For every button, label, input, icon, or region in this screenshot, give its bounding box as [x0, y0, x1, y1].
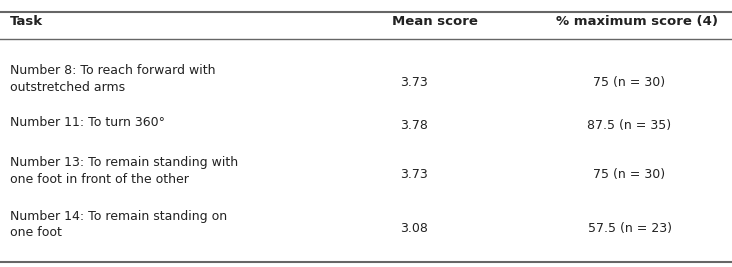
Text: % maximum score (4): % maximum score (4) [556, 15, 718, 28]
Text: Task: Task [10, 15, 42, 28]
Text: 3.08: 3.08 [400, 222, 427, 235]
Text: 3.73: 3.73 [400, 76, 427, 89]
Text: Number 14: To remain standing on
one foot: Number 14: To remain standing on one foo… [10, 210, 227, 239]
Text: 75 (n = 30): 75 (n = 30) [594, 168, 665, 181]
Text: Mean score: Mean score [392, 15, 477, 28]
Text: 57.5 (n = 23): 57.5 (n = 23) [588, 222, 671, 235]
Text: 75 (n = 30): 75 (n = 30) [594, 76, 665, 89]
Text: 3.73: 3.73 [400, 168, 427, 181]
Text: Number 8: To reach forward with
outstretched arms: Number 8: To reach forward with outstret… [10, 64, 215, 93]
Text: Number 11: To turn 360°: Number 11: To turn 360° [10, 116, 165, 129]
Text: Number 13: To remain standing with
one foot in front of the other: Number 13: To remain standing with one f… [10, 156, 238, 186]
Text: 3.78: 3.78 [400, 119, 427, 132]
Text: 87.5 (n = 35): 87.5 (n = 35) [588, 119, 671, 132]
